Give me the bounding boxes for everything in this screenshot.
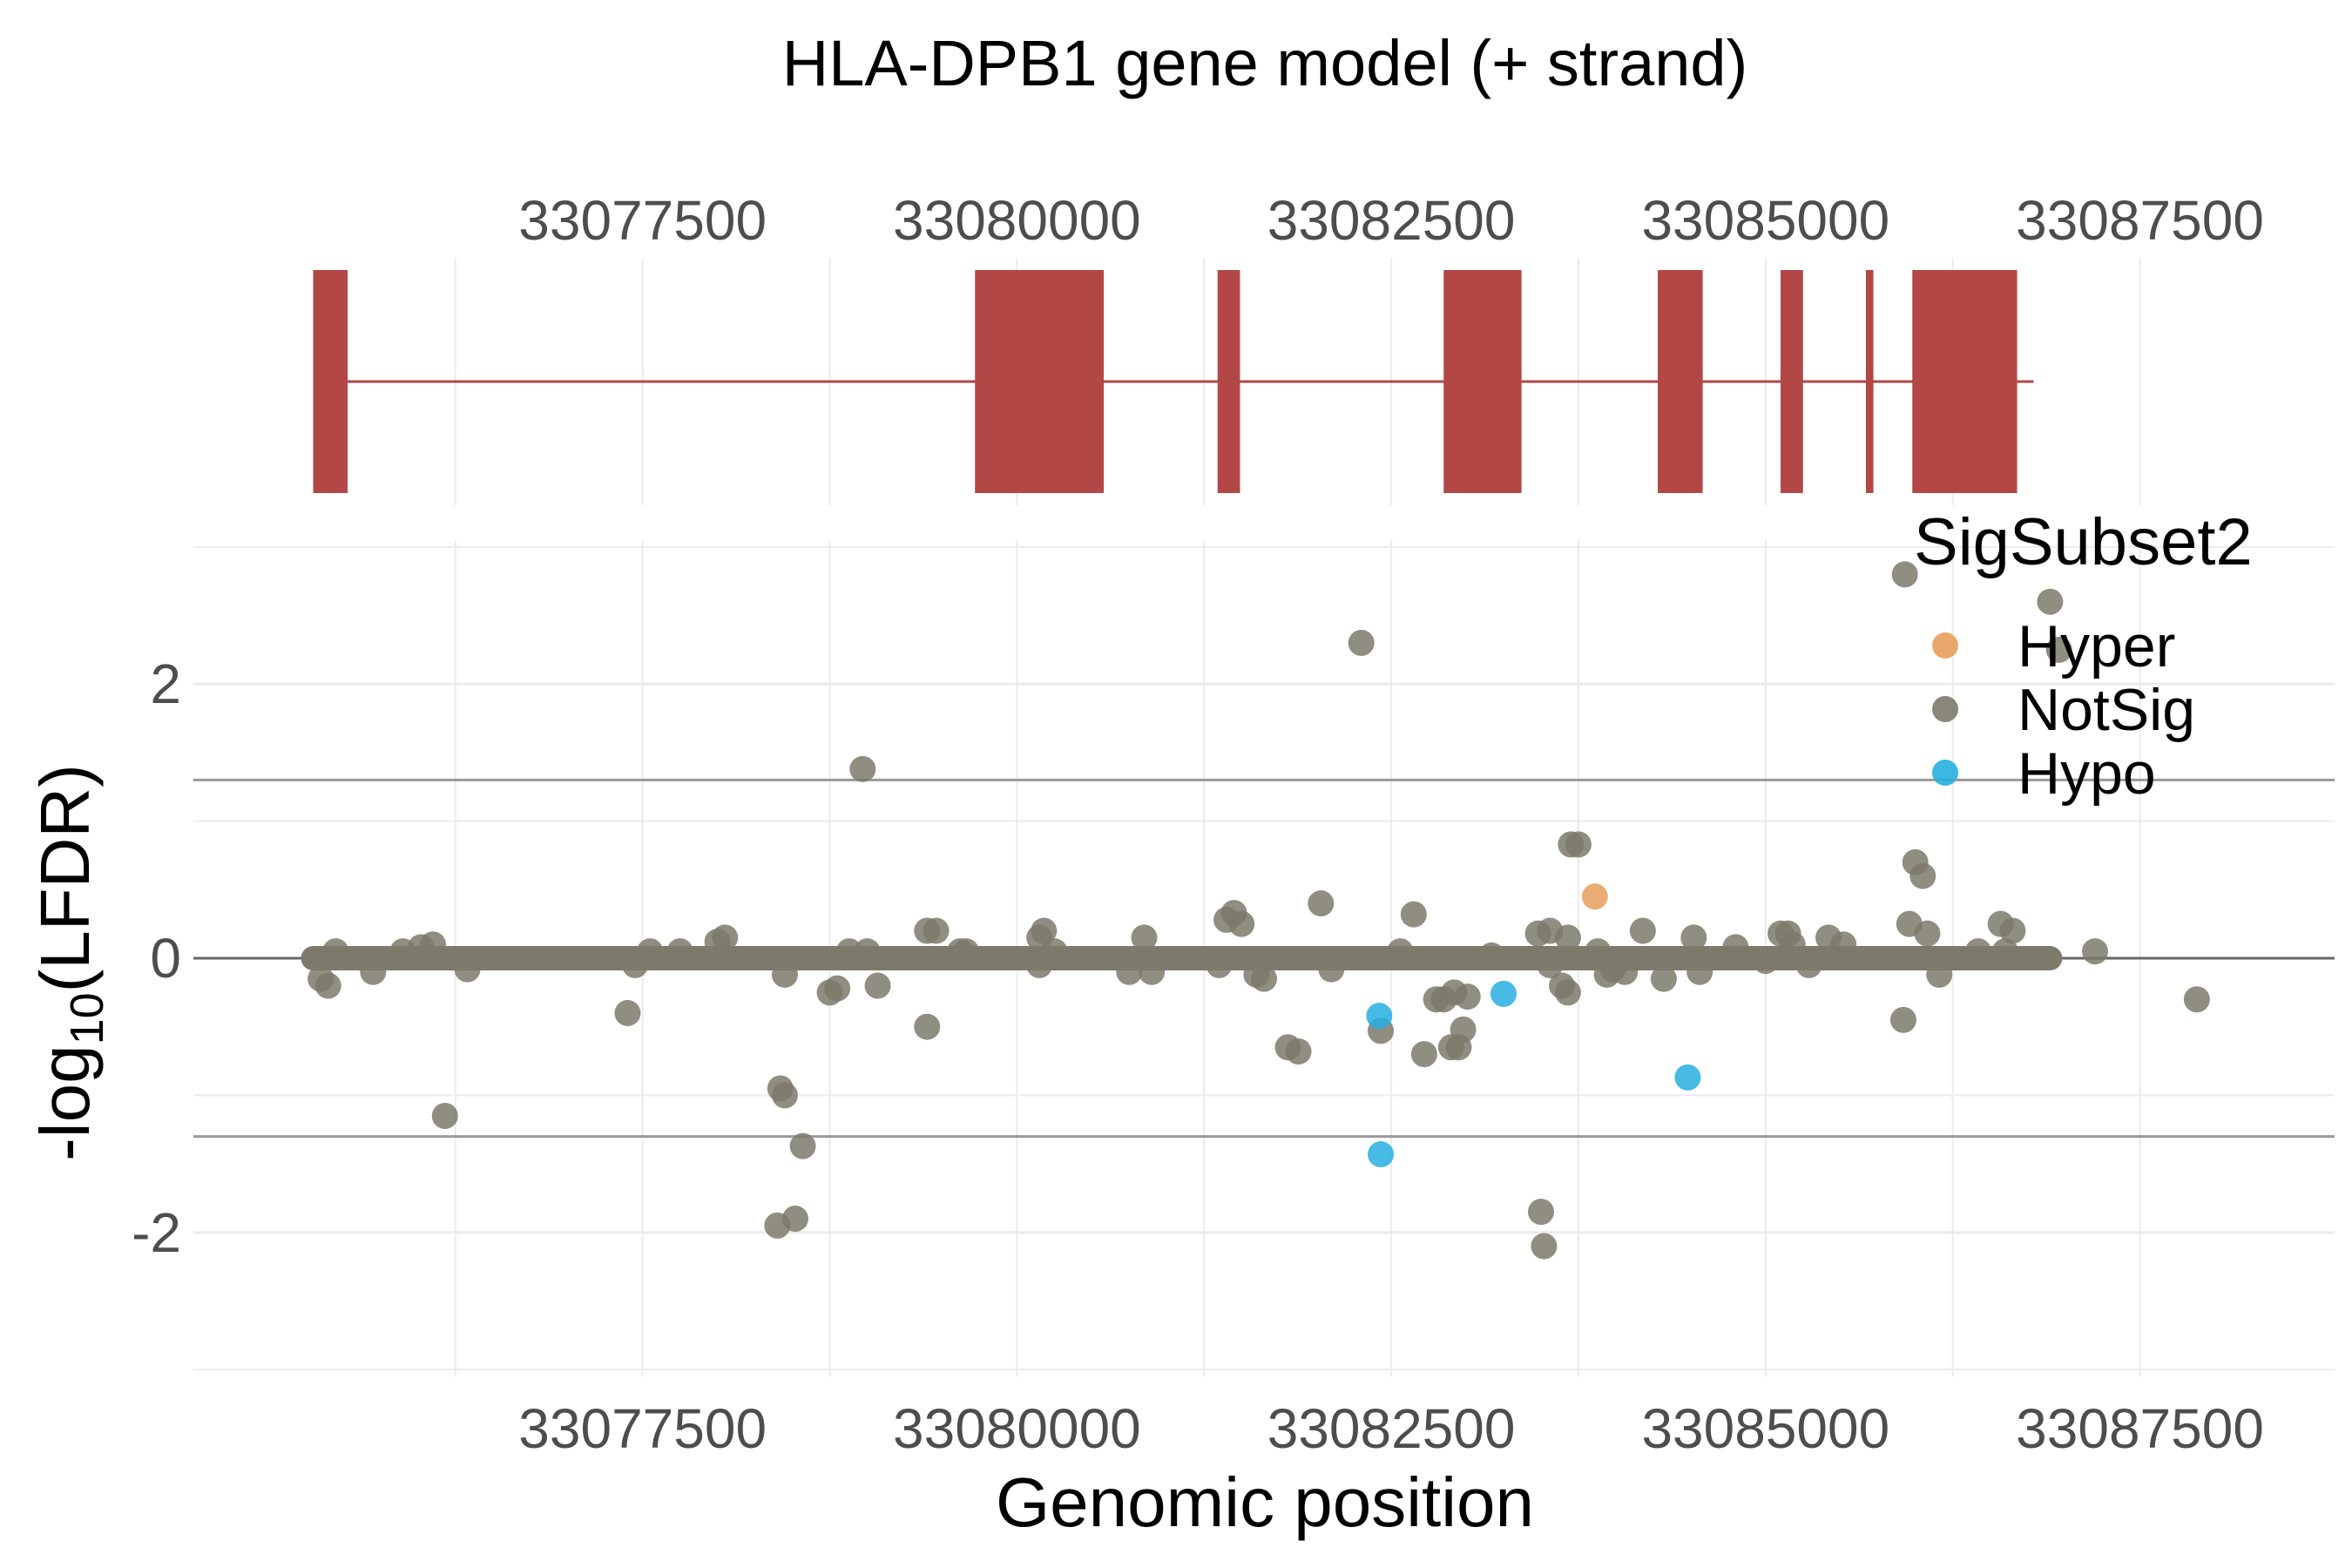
y-axis-title-subscript: 10 — [61, 992, 113, 1044]
gene-exons — [313, 270, 2017, 493]
point-notsig — [1629, 917, 1656, 944]
legend-title: SigSubset2 — [1914, 505, 2253, 579]
legend-key-hypo — [1932, 760, 1958, 786]
point-notsig — [712, 924, 739, 951]
gene-tick-label: 33082500 — [1267, 189, 1516, 252]
data-points — [308, 561, 2210, 1260]
point-notsig — [849, 755, 876, 782]
gene-exon — [1865, 270, 1874, 493]
gene-exon — [1912, 270, 2017, 493]
y-axis-title: -log10(LFDR) — [26, 764, 113, 1161]
x-axis-title: Genomic position — [996, 1463, 1534, 1541]
point-notsig — [1527, 1199, 1554, 1226]
point-notsig — [1914, 920, 1941, 947]
point-notsig — [1410, 1041, 1437, 1068]
point-notsig — [1554, 979, 1581, 1006]
gene-tick-label: 33085000 — [1641, 189, 1889, 252]
point-hypo — [1490, 980, 1517, 1007]
y-axis-title-tail: (LFDR) — [26, 764, 104, 992]
point-notsig — [2081, 938, 2108, 965]
point-notsig — [1348, 630, 1375, 657]
point-notsig — [1889, 1006, 1916, 1033]
point-notsig — [1131, 924, 1158, 951]
gene-exon — [1658, 270, 1703, 493]
gene-exon — [975, 270, 1105, 493]
point-notsig — [1308, 890, 1335, 917]
point-notsig — [781, 1206, 808, 1233]
threshold-lines — [193, 778, 2335, 1139]
point-notsig — [914, 1013, 941, 1040]
x-tick-label: 33080000 — [893, 1397, 1141, 1460]
point-notsig — [1680, 924, 1707, 951]
point-notsig — [771, 1082, 798, 1109]
y-tick-label: -2 — [132, 1201, 181, 1264]
legend-label-notsig: NotSig — [2017, 677, 2195, 743]
y-tick-labels: 2 0 -2 — [132, 652, 181, 1264]
gene-exon — [1443, 270, 1522, 493]
gene-exon — [1781, 270, 1803, 493]
point-notsig — [614, 999, 641, 1026]
legend-label-hyper: Hyper — [2017, 613, 2175, 679]
point-notsig — [824, 975, 851, 1002]
point-notsig — [1891, 561, 1918, 588]
legend-label-hypo: Hypo — [2017, 740, 2156, 807]
legend-key-notsig — [1932, 696, 1958, 722]
point-hypo — [1366, 1003, 1393, 1030]
gene-exon — [1217, 270, 1240, 493]
point-notsig — [2183, 986, 2210, 1013]
point-notsig — [1031, 917, 1058, 944]
x-tick-label: 33085000 — [1641, 1397, 1889, 1460]
point-hyper — [1581, 883, 1608, 910]
point-notsig — [1909, 862, 1936, 889]
point-notsig — [1554, 924, 1581, 951]
scatter-panel: 20-2 33077500 33080000 33082500 33085000 330… — [132, 540, 2335, 1460]
point-notsig — [314, 972, 341, 999]
point-notsig — [2037, 588, 2064, 615]
point-notsig — [1400, 901, 1427, 928]
point-notsig — [1999, 917, 2026, 944]
x-tick-labels: 33077500 33080000 33082500 33085000 33087500 — [518, 1397, 2264, 1460]
y-tick-label: 0 — [150, 927, 181, 990]
chart-title: HLA-DPB1 gene model (+ strand) — [782, 27, 1747, 99]
point-hypo — [1674, 1064, 1701, 1091]
point-notsig — [1450, 1016, 1477, 1043]
point-notsig — [1531, 1233, 1558, 1260]
point-hypo — [1368, 1141, 1395, 1168]
gene-track-tick-labels: 33077500 33080000 33082500 33085000 33087500 — [518, 189, 2264, 252]
point-notsig — [923, 917, 950, 944]
x-tick-label: 33082500 — [1267, 1397, 1516, 1460]
point-notsig — [1565, 831, 1592, 858]
point-notsig — [431, 1102, 458, 1129]
point-notsig — [1285, 1038, 1312, 1065]
gene-tick-label: 33077500 — [518, 189, 767, 252]
gene-tick-label: 33080000 — [893, 189, 1141, 252]
gene-tick-label: 33087500 — [2016, 189, 2264, 252]
point-notsig — [789, 1132, 816, 1159]
point-notsig — [1251, 965, 1277, 992]
x-tick-label: 33087500 — [2016, 1397, 2264, 1460]
y-axis-title-main: -log — [26, 1044, 104, 1160]
y-tick-label: 2 — [150, 652, 181, 715]
gene-model-track: 33077500 33080000 33082500 33085000 33087500 — [313, 189, 2264, 505]
legend-key-hyper — [1932, 632, 1958, 659]
x-tick-label: 33077500 — [518, 1397, 767, 1460]
point-notsig — [1650, 965, 1677, 992]
point-notsig — [1228, 910, 1255, 937]
gene-exon — [313, 270, 348, 493]
point-notsig — [864, 972, 891, 999]
point-notsig — [1454, 983, 1481, 1010]
point-notsig — [2045, 636, 2072, 663]
